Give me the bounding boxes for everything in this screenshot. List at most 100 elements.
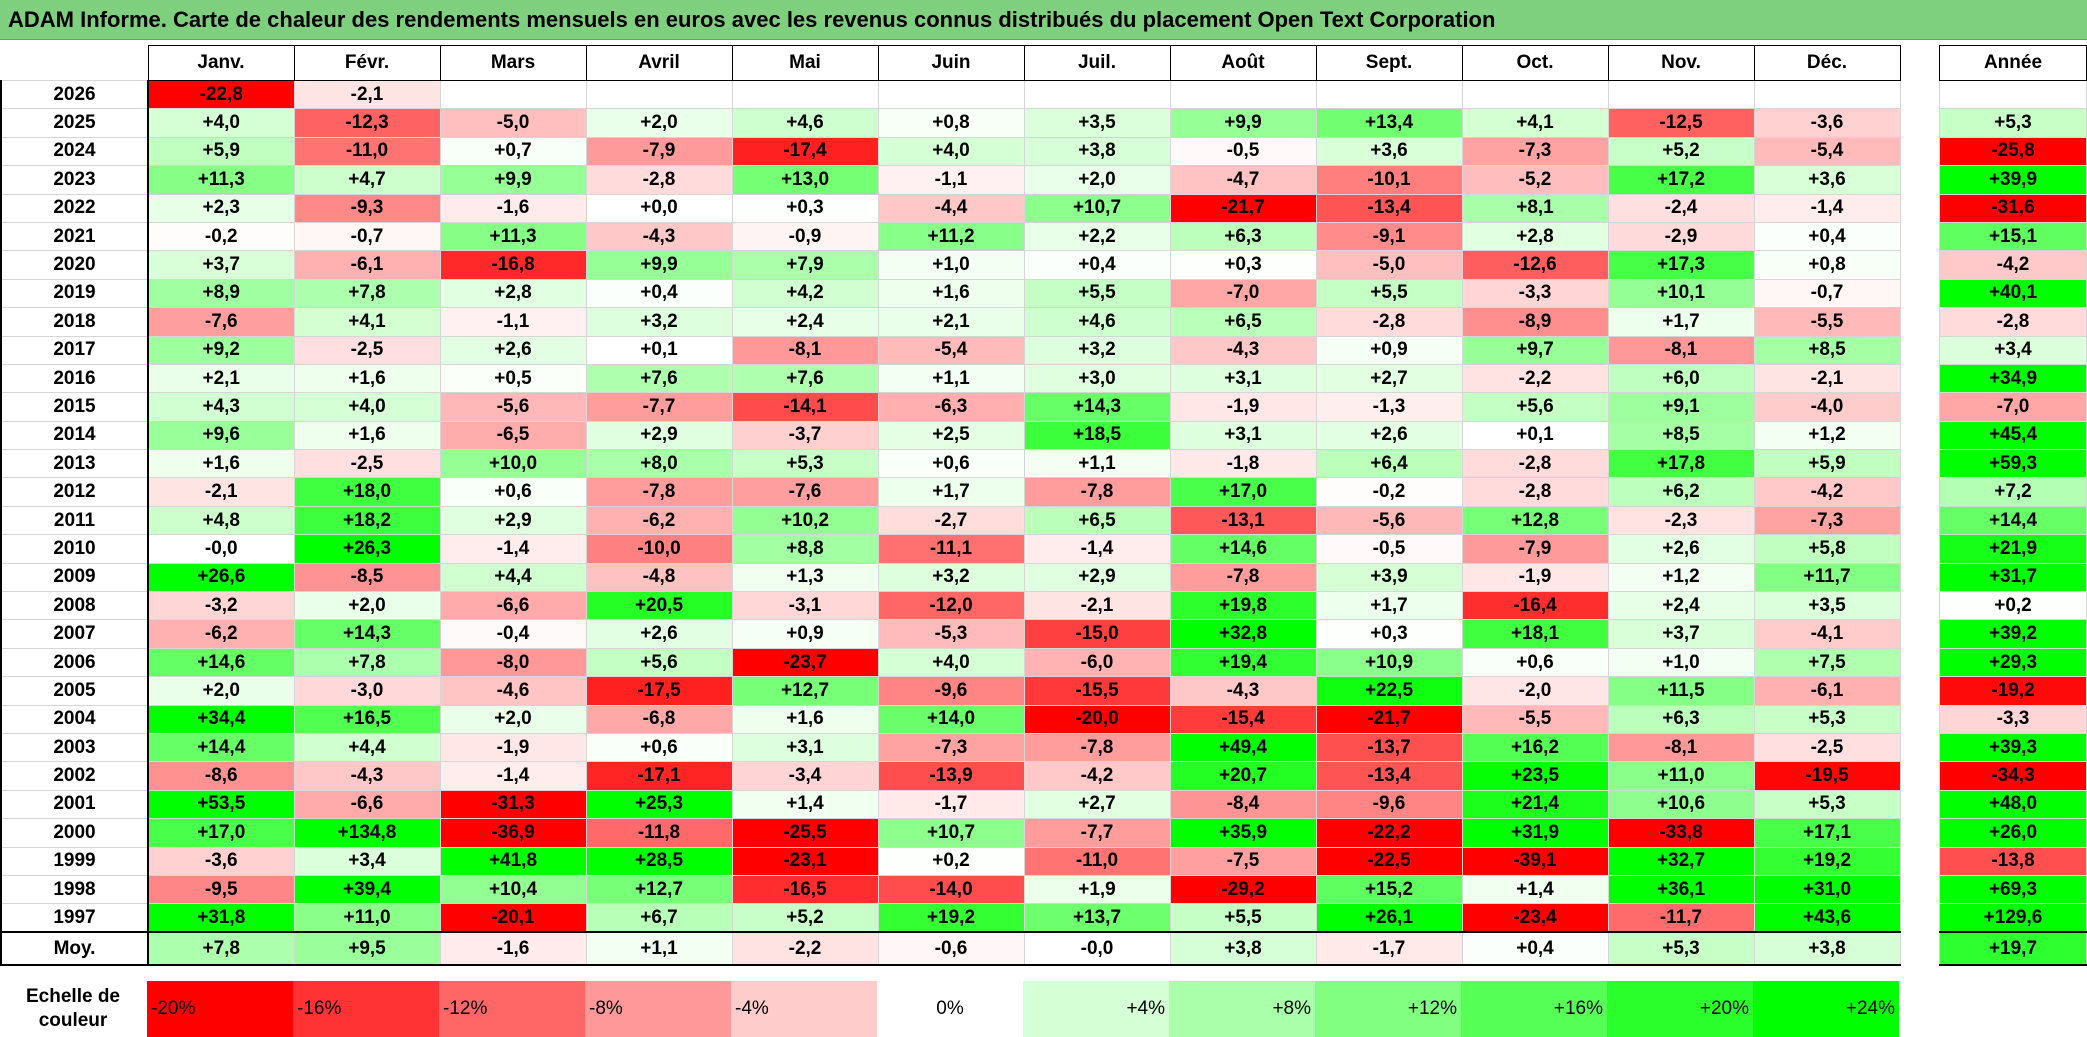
- heatmap-cell: -21,7: [1315, 704, 1463, 734]
- heatmap-cell: +5,8: [1753, 534, 1901, 564]
- annual-cell: -3,3: [1939, 704, 2087, 734]
- heatmap-cell: [1023, 79, 1171, 110]
- heatmap-cell: +23,5: [1461, 761, 1609, 791]
- heatmap-cell: -5,0: [439, 108, 587, 138]
- heatmap-cell: -11,1: [877, 534, 1025, 564]
- heatmap-cell: +8,5: [1753, 335, 1901, 365]
- year-label: 2008: [0, 591, 149, 621]
- heatmap-cell: -0,9: [731, 221, 879, 252]
- heatmap-cell: -2,5: [293, 449, 441, 479]
- average-cell: +9,5: [293, 931, 441, 967]
- table-row: +3,4: [1939, 335, 2087, 365]
- heatmap-cell: -3,0: [293, 676, 441, 706]
- heatmap-cell: +4,4: [439, 562, 587, 593]
- heatmap-cell: -9,6: [877, 676, 1025, 706]
- heatmap-cell: +31,9: [1461, 818, 1609, 848]
- year-label: 2015: [0, 392, 149, 422]
- heatmap-cell: -16,5: [731, 874, 879, 905]
- heatmap-cell: -22,5: [1315, 846, 1463, 876]
- heatmap-cell: -7,8: [1023, 732, 1171, 763]
- annual-cell: +29,3: [1939, 647, 2087, 678]
- heatmap-cell: -19,5: [1753, 761, 1901, 791]
- table-row: +129,6: [1939, 903, 2087, 933]
- annual-cell: +5,3: [1939, 108, 2087, 138]
- heatmap-cell: +8,9: [147, 278, 295, 309]
- table-row: 2021 -0,2 -0,7 +11,3 -4,3 -0,9 +11,2 +2,2 +6,3 -9…: [0, 221, 1901, 252]
- heatmap-cell: -16,8: [439, 250, 587, 280]
- heatmap-cell: +1,7: [877, 477, 1025, 507]
- heatmap-table: Janv. Févr. Mars Avril Mai Juin Juil. Août Sept.…: [0, 45, 1901, 967]
- average-cell: +7,8: [147, 931, 295, 967]
- heatmap-cell: -5,3: [877, 619, 1025, 649]
- annual-cell: -2,8: [1939, 307, 2087, 337]
- heatmap-cell: +3,1: [731, 732, 879, 763]
- heatmap-cell: +1,1: [1023, 449, 1171, 479]
- table-row: 2000 +17,0 +134,8 -36,9 -11,8 -25,5 +10,7 -7,7 +…: [0, 818, 1901, 848]
- heatmap-cell: -11,0: [1023, 846, 1171, 876]
- heatmap-cell: +10,0: [439, 449, 587, 479]
- heatmap-cell: -31,3: [439, 789, 587, 820]
- heatmap-cell: +18,1: [1461, 619, 1609, 649]
- table-row: 2025 +4,0 -12,3 -5,0 +2,0 +4,6 +0,8 +3,5 +9,9 +13…: [0, 108, 1901, 138]
- heatmap-cell: +0,6: [1461, 647, 1609, 678]
- table-row: 2022 +2,3 -9,3 -1,6 +0,0 +0,3 -4,4 +10,7 -21,7 -1…: [0, 193, 1901, 223]
- heatmap-cell: +4,0: [147, 108, 295, 138]
- heatmap-cell: +13,4: [1315, 108, 1463, 138]
- heatmap-cell: -9,6: [1315, 789, 1463, 820]
- heatmap-cell: -17,1: [585, 761, 733, 791]
- heatmap-cell: +17,2: [1607, 165, 1755, 195]
- heatmap-cell: +7,9: [731, 250, 879, 280]
- scale-cell: +8%: [1169, 981, 1315, 1037]
- annual-cell: +59,3: [1939, 449, 2087, 479]
- heatmap-cell: +7,6: [731, 363, 879, 394]
- heatmap-cell: +5,3: [1753, 789, 1901, 820]
- year-label: 2023: [0, 165, 149, 195]
- heatmap-cell: -4,8: [585, 562, 733, 593]
- heatmap-cell: +3,7: [147, 250, 295, 280]
- heatmap-cell: -4,3: [1169, 676, 1317, 706]
- heatmap-cell: +0,4: [1023, 250, 1171, 280]
- heatmap-cell: +3,6: [1315, 136, 1463, 167]
- table-row: -3,3: [1939, 704, 2087, 734]
- heatmap-cell: +0,8: [877, 108, 1025, 138]
- table-row: 2015 +4,3 +4,0 -5,6 -7,7 -14,1 -6,3 +14,3 -1,9 -1…: [0, 392, 1901, 422]
- scale-cell: -16%: [293, 981, 439, 1037]
- annual-cell: +21,9: [1939, 534, 2087, 564]
- heatmap-cell: -2,9: [1607, 221, 1755, 252]
- heatmap-cell: -3,3: [1461, 278, 1609, 309]
- table-row: +14,4: [1939, 505, 2087, 536]
- heatmap-cell: +1,0: [877, 250, 1025, 280]
- heatmap-cell: -1,3: [1315, 392, 1463, 422]
- heatmap-cell: -39,1: [1461, 846, 1609, 876]
- heatmap-cell: -0,5: [1315, 534, 1463, 564]
- heatmap-cell: +10,7: [877, 818, 1025, 848]
- heatmap-cell: -1,4: [1753, 193, 1901, 223]
- month-header: Déc.: [1753, 45, 1901, 81]
- heatmap-cell: +39,4: [293, 874, 441, 905]
- annual-cell: +39,9: [1939, 165, 2087, 195]
- average-cell: -0,0: [1023, 931, 1171, 967]
- heatmap-cell: [1607, 79, 1755, 110]
- table-row: 2005 +2,0 -3,0 -4,6 -17,5 +12,7 -9,6 -15,5 -4,3 +…: [0, 676, 1901, 706]
- heatmap-cell: +26,3: [293, 534, 441, 564]
- heatmap-cell: -1,4: [439, 534, 587, 564]
- heatmap-cell: +5,5: [1023, 278, 1171, 309]
- heatmap-cell: +2,9: [1023, 562, 1171, 593]
- heatmap-cell: [731, 79, 879, 110]
- heatmap-cell: +11,0: [293, 903, 441, 933]
- table-row: 2026 -22,8 -2,1: [0, 79, 1901, 110]
- heatmap-cell: +0,6: [585, 732, 733, 763]
- heatmap-cell: +2,6: [1607, 534, 1755, 564]
- heatmap-cell: +7,8: [293, 278, 441, 309]
- heatmap-cell: +17,3: [1607, 250, 1755, 280]
- heatmap-cell: -7,8: [1169, 562, 1317, 593]
- heatmap-cell: +5,5: [1315, 278, 1463, 309]
- heatmap-cell: -1,9: [1169, 392, 1317, 422]
- page-title: ADAM Informe. Carte de chaleur des rende…: [0, 0, 2087, 40]
- year-label: 1998: [0, 874, 149, 905]
- table-row: +15,1: [1939, 221, 2087, 252]
- heatmap-cell: -3,6: [1753, 108, 1901, 138]
- year-label: 2002: [0, 761, 149, 791]
- heatmap-cell: -14,0: [877, 874, 1025, 905]
- heatmap-cell: -7,6: [147, 307, 295, 337]
